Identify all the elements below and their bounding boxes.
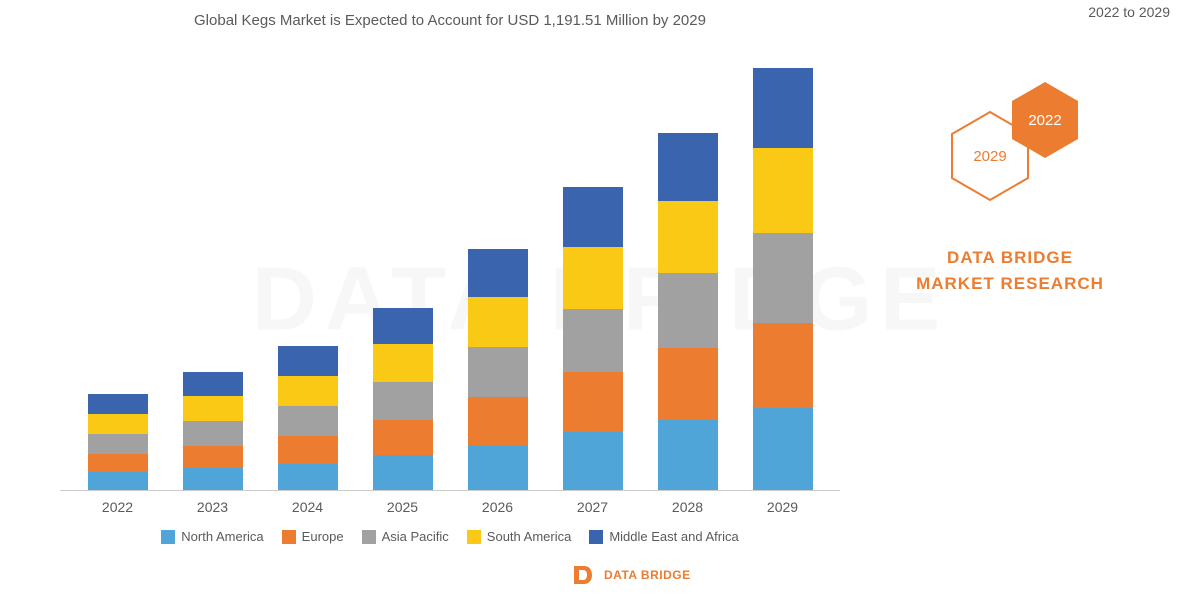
- x-axis-label: 2026: [463, 499, 533, 515]
- legend-label: Europe: [302, 529, 344, 544]
- x-axis-label: 2022: [83, 499, 153, 515]
- bar-segment: [278, 376, 338, 406]
- chart-container: Global Kegs Market is Expected to Accoun…: [60, 10, 840, 570]
- legend-item: South America: [467, 529, 572, 544]
- bar-segment: [468, 347, 528, 397]
- bar-segment: [183, 372, 243, 396]
- footer-brand-line1: DATA BRIDGE: [604, 568, 691, 582]
- bar-segment: [563, 247, 623, 309]
- bar-segment: [278, 406, 338, 436]
- legend-swatch: [589, 530, 603, 544]
- hex-outer-label: 2029: [973, 148, 1006, 165]
- legend-label: South America: [487, 529, 572, 544]
- bar-segment: [88, 394, 148, 414]
- bar-stack: [753, 68, 813, 490]
- bar-segment: [373, 308, 433, 344]
- legend-swatch: [467, 530, 481, 544]
- x-axis-label: 2029: [748, 499, 818, 515]
- x-axis-label: 2023: [178, 499, 248, 515]
- chart-title: Global Kegs Market is Expected to Accoun…: [60, 10, 840, 31]
- bar-segment: [183, 468, 243, 490]
- x-axis-label: 2025: [368, 499, 438, 515]
- bar-segment: [753, 68, 813, 148]
- bar-column: [178, 372, 248, 490]
- bar-segment: [658, 420, 718, 490]
- hex-inner-label: 2022: [1028, 112, 1061, 129]
- legend-swatch: [362, 530, 376, 544]
- x-axis-label: 2027: [558, 499, 628, 515]
- legend-item: North America: [161, 529, 263, 544]
- chart-legend: North America Europe Asia Pacific South Ame…: [60, 529, 840, 544]
- bar-segment: [753, 148, 813, 233]
- legend-label: Middle East and Africa: [609, 529, 738, 544]
- right-panel: 2022 to 2029 2029 2022 DATA BRIDGE MARKE…: [850, 0, 1170, 580]
- logo-mark-icon: [570, 562, 596, 588]
- forecast-period-note: 2022 to 2029: [870, 4, 1170, 20]
- bar-segment: [563, 372, 623, 432]
- bar-segment: [88, 472, 148, 490]
- bar-segment: [563, 432, 623, 490]
- bar-segment: [278, 436, 338, 464]
- bar-segment: [658, 133, 718, 201]
- bar-segment: [88, 454, 148, 472]
- bar-column: [558, 187, 628, 490]
- bar-stack: [468, 249, 528, 490]
- brand-name: DATA BRIDGE MARKET RESEARCH: [850, 245, 1170, 296]
- bar-segment: [88, 414, 148, 434]
- bar-segment: [468, 445, 528, 490]
- bar-column: [368, 308, 438, 490]
- x-axis-labels: 2022 2023 2024 2025 2026 2027 2028 2029: [60, 491, 840, 515]
- legend-item: Middle East and Africa: [589, 529, 738, 544]
- bar-segment: [183, 396, 243, 421]
- bar-column: [273, 346, 343, 490]
- bar-column: [653, 133, 723, 490]
- bar-segment: [373, 382, 433, 420]
- legend-label: North America: [181, 529, 263, 544]
- hexagon-inner-2022: 2022: [1010, 80, 1080, 160]
- footer-brand-text: DATA BRIDGE: [604, 568, 691, 582]
- x-axis-label: 2028: [653, 499, 723, 515]
- bar-segment: [753, 408, 813, 490]
- bar-segment: [658, 273, 718, 348]
- bar-stack: [183, 372, 243, 490]
- bar-segment: [373, 344, 433, 382]
- bar-segment: [373, 455, 433, 490]
- legend-item: Europe: [282, 529, 344, 544]
- bar-segment: [278, 346, 338, 376]
- bar-segment: [183, 446, 243, 468]
- brand-line-1: DATA BRIDGE: [947, 248, 1073, 267]
- bar-column: [463, 249, 533, 490]
- bar-stack: [373, 308, 433, 490]
- bar-stack: [88, 394, 148, 490]
- bar-stack: [658, 133, 718, 490]
- bar-segment: [183, 421, 243, 446]
- bar-segment: [468, 249, 528, 297]
- x-axis-label: 2024: [273, 499, 343, 515]
- bar-segment: [658, 348, 718, 420]
- legend-swatch: [161, 530, 175, 544]
- bar-segment: [373, 420, 433, 455]
- bar-segment: [753, 323, 813, 408]
- legend-label: Asia Pacific: [382, 529, 449, 544]
- bar-segment: [468, 397, 528, 445]
- bar-segment: [753, 233, 813, 323]
- bar-column: [83, 394, 153, 490]
- bar-stack: [563, 187, 623, 490]
- footer-logo: DATA BRIDGE: [570, 562, 691, 588]
- bar-column: [748, 68, 818, 490]
- bar-segment: [658, 201, 718, 273]
- bar-segment: [278, 464, 338, 490]
- bars-region: [60, 51, 840, 491]
- legend-swatch: [282, 530, 296, 544]
- bar-segment: [468, 297, 528, 347]
- brand-line-1b: MARKET RESEARCH: [850, 271, 1170, 297]
- bar-stack: [278, 346, 338, 490]
- bar-segment: [563, 309, 623, 372]
- bar-segment: [563, 187, 623, 247]
- legend-item: Asia Pacific: [362, 529, 449, 544]
- bar-segment: [88, 434, 148, 454]
